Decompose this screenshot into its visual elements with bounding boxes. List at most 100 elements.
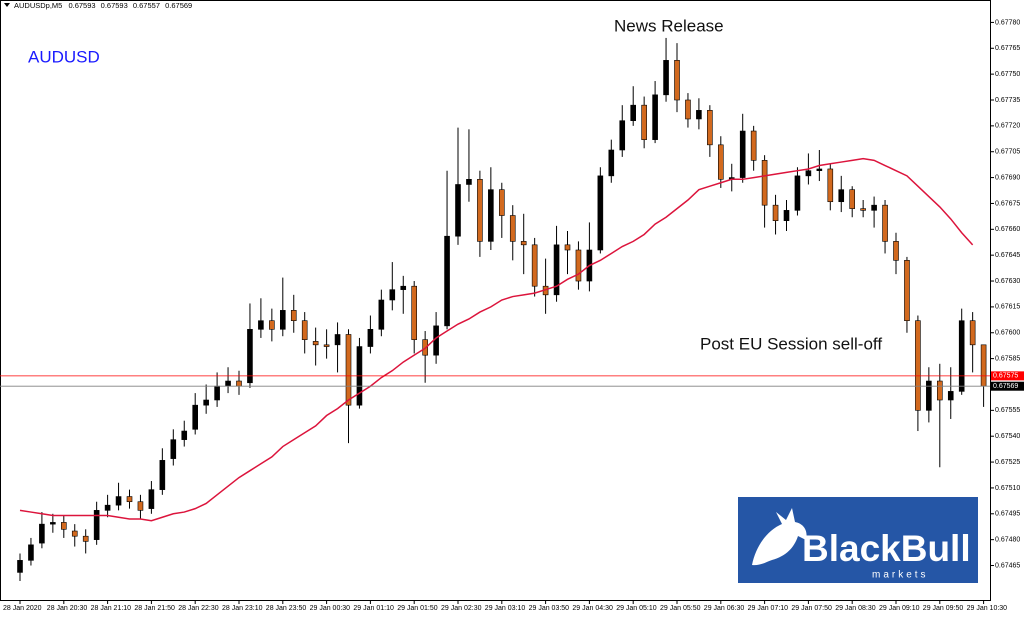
candle-body — [674, 60, 680, 101]
header-open: 0.67593 — [68, 1, 95, 10]
logo-name: BlackBull — [802, 528, 971, 569]
candle-body — [334, 334, 341, 346]
y-tick-label: 0.67780 — [995, 19, 1020, 26]
candle-body — [378, 299, 385, 330]
candle-body — [783, 210, 790, 221]
candle-body — [761, 160, 768, 206]
candle-body — [871, 204, 877, 211]
candle-body — [82, 535, 89, 542]
candle-body — [696, 110, 702, 120]
candle-body — [477, 179, 483, 242]
candle-body — [685, 99, 691, 120]
candle-body — [915, 320, 921, 411]
candle-body — [750, 130, 757, 161]
y-tick-label: 0.67735 — [995, 97, 1020, 104]
x-tick-label: 29 Jan 07:50 — [791, 605, 832, 612]
x-tick-label: 29 Jan 09:10 — [879, 605, 920, 612]
y-tick-label: 0.67600 — [995, 330, 1020, 337]
candle-body — [520, 241, 527, 246]
candle-body — [137, 501, 144, 511]
price-box — [991, 371, 1024, 381]
x-tick-label: 29 Jan 01:10 — [353, 605, 394, 612]
candle-body — [947, 391, 954, 401]
candle-body — [115, 496, 122, 506]
candle-body — [466, 179, 472, 185]
candle-body — [203, 399, 209, 406]
candle-body — [652, 94, 658, 140]
candle-body — [126, 496, 133, 503]
x-tick-label: 28 Jan 22:30 — [178, 605, 219, 612]
candle-body — [597, 175, 604, 251]
price-box — [991, 381, 1024, 391]
y-tick-label: 0.67615 — [995, 304, 1020, 311]
header-high: 0.67593 — [101, 1, 128, 10]
candle-body — [312, 341, 319, 346]
x-tick-label: 28 Jan 21:10 — [91, 605, 132, 612]
candle-body — [104, 504, 111, 511]
y-tick-label: 0.67465 — [995, 562, 1020, 569]
x-tick-label: 29 Jan 08:30 — [835, 605, 876, 612]
candle-body — [301, 320, 308, 340]
candle-body — [663, 60, 669, 96]
candle-body — [564, 244, 571, 251]
candle-body — [28, 544, 34, 561]
candle-body — [608, 149, 615, 177]
y-tick-label: 0.67630 — [995, 278, 1020, 285]
candle-body — [969, 320, 976, 346]
candle-body — [389, 289, 396, 301]
candle-body — [980, 344, 987, 387]
y-tick-label: 0.67750 — [995, 71, 1020, 78]
candle-body — [258, 320, 264, 330]
candle-body — [192, 404, 198, 430]
header-close: 0.67569 — [165, 1, 192, 10]
x-tick-label: 28 Jan 23:50 — [266, 605, 307, 612]
candle-body — [50, 522, 56, 525]
candle-body — [367, 329, 374, 347]
candle-body — [345, 334, 352, 406]
candle-body — [904, 260, 910, 321]
x-tick-label: 29 Jan 02:30 — [441, 605, 482, 612]
candle-body — [619, 120, 626, 151]
x-tick-label: 28 Jan 23:10 — [222, 605, 263, 612]
y-tick-label: 0.67585 — [995, 355, 1020, 362]
symbol: AUDUSDp,M5 — [14, 1, 62, 10]
candle-body — [717, 144, 724, 180]
candle-body — [860, 208, 866, 211]
x-tick-label: 28 Jan 21:50 — [134, 605, 175, 612]
candle-body — [794, 175, 801, 211]
y-tick-label: 0.67675 — [995, 200, 1020, 207]
header-low: 0.67557 — [133, 1, 160, 10]
candle-body — [739, 130, 746, 178]
y-tick-label: 0.67720 — [995, 123, 1020, 130]
x-tick-label: 29 Jan 03:50 — [529, 605, 570, 612]
candle-body — [400, 285, 407, 290]
x-tick-label: 29 Jan 05:50 — [660, 605, 701, 612]
menu-arrow — [4, 3, 10, 7]
x-tick-label: 29 Jan 00:30 — [310, 605, 351, 612]
candle-body — [641, 104, 647, 140]
chart-header: AUDUSDp,M5 0.67593 0.67593 0.67557 0.675… — [14, 1, 192, 10]
x-tick-label: 29 Jan 03:10 — [485, 605, 526, 612]
x-tick-label: 29 Jan 06:30 — [704, 605, 745, 612]
candle-body — [707, 110, 713, 146]
y-tick-label: 0.67645 — [995, 252, 1020, 259]
y-tick-label: 0.67510 — [995, 485, 1020, 492]
candle-body — [159, 460, 166, 490]
logo-sub: markets — [872, 570, 929, 581]
candle-body — [411, 285, 418, 340]
marks — [0, 37, 990, 582]
candle-body — [170, 439, 177, 459]
candle-body — [60, 522, 67, 530]
candle-body — [323, 344, 330, 347]
symbol-label: AUDUSD — [28, 47, 100, 66]
candle-body — [236, 380, 242, 387]
candle-body — [509, 215, 516, 242]
candle-body — [17, 560, 23, 573]
candle-body — [444, 235, 450, 327]
candle-body — [214, 385, 220, 401]
candle-body — [290, 310, 297, 321]
candle-body — [279, 310, 286, 330]
x-tick-label: 29 Jan 10:30 — [967, 605, 1008, 612]
candle-body — [148, 489, 155, 509]
candle-body — [805, 170, 812, 177]
